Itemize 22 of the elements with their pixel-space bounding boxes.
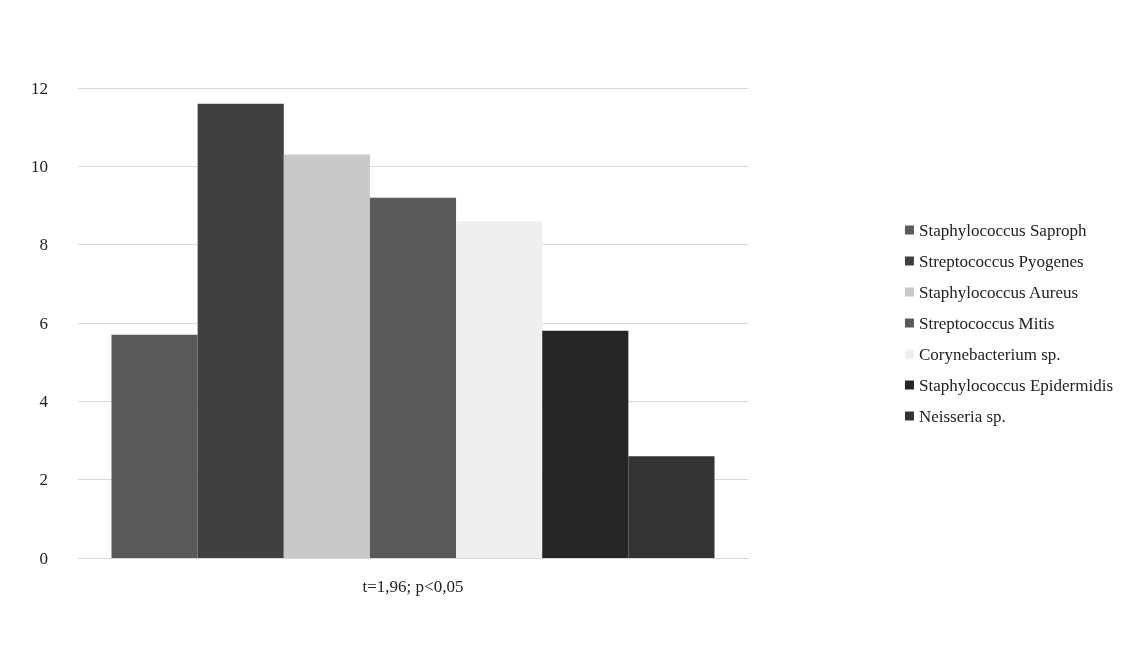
legend-label: Staphylococcus Epidermidis — [918, 375, 1114, 395]
y-tick-label: 12 — [31, 78, 48, 98]
bar — [283, 154, 370, 558]
y-tick-label: 10 — [31, 156, 48, 176]
y-tick-label: 8 — [39, 235, 48, 255]
legend-label: Streptococcus Pyogenes — [918, 251, 1084, 271]
bar — [456, 221, 543, 558]
legend-label: Streptococcus Mitis — [918, 313, 1055, 333]
y-tick-label: 6 — [39, 313, 48, 333]
bar — [628, 456, 715, 558]
bar — [197, 103, 284, 558]
legend-label: Neisseria sp. — [918, 406, 1006, 426]
y-tick-label: 2 — [39, 470, 48, 490]
bar — [369, 197, 457, 558]
legend-label: Staphylococcus Aureus — [918, 282, 1079, 302]
x-tick-label: t=1,96; p<0,05 — [362, 577, 464, 596]
y-tick-label: 4 — [39, 391, 49, 411]
legend-label: Staphylococcus Saproph — [918, 220, 1088, 240]
y-tick-label: 0 — [39, 548, 48, 568]
bar — [542, 330, 629, 558]
bar — [111, 334, 198, 558]
legend-label: Corynebacterium sp. — [918, 344, 1061, 364]
